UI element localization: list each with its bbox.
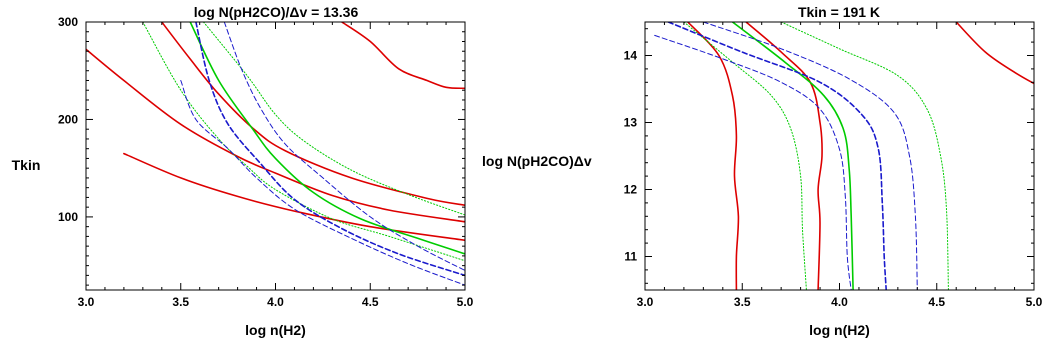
contour-line-4 bbox=[731, 22, 854, 290]
right-panel: 3.0 3.5 4.0 4.5 5.0 11 12 13 14 Tkin = 191 K log n… bbox=[482, 4, 1043, 338]
y-tick-label: 100 bbox=[58, 210, 78, 224]
x-tick-label: 5.0 bbox=[457, 295, 474, 309]
x-tick-label: 3.0 bbox=[637, 295, 654, 309]
contour-line-6 bbox=[142, 22, 465, 262]
contour-line-2 bbox=[745, 22, 823, 290]
x-tick-label: 4.5 bbox=[928, 295, 945, 309]
contour-line-8 bbox=[654, 34, 852, 290]
y-axis-label: log N(pH2CO)Δv bbox=[482, 153, 592, 169]
contour-line-7 bbox=[667, 22, 887, 290]
y-axis-label: Tkin bbox=[12, 157, 41, 173]
x-tick-label: 4.5 bbox=[362, 295, 379, 309]
y-tick-label: 13 bbox=[624, 116, 638, 130]
x-tick-label: 3.0 bbox=[78, 295, 95, 309]
y-tick-label: 14 bbox=[624, 49, 638, 63]
chart-title: Tkin = 191 K bbox=[798, 4, 880, 20]
x-tick-label: 4.0 bbox=[267, 295, 284, 309]
chart-title: log N(pH2CO)/Δv = 13.36 bbox=[194, 4, 359, 20]
curves bbox=[654, 22, 1034, 290]
contour-line-10 bbox=[223, 22, 465, 271]
x-axis-label: log n(H2) bbox=[809, 322, 870, 338]
contour-line-3 bbox=[955, 22, 1034, 85]
x-tick-label: 3.5 bbox=[734, 295, 751, 309]
left-panel: 3.0 3.5 4.0 4.5 5.0 100 200 300 log N(pH2CO)/Δv … bbox=[12, 4, 474, 338]
contour-line-2 bbox=[123, 152, 465, 242]
contour-line-5 bbox=[189, 22, 465, 255]
plot-frame bbox=[644, 21, 1035, 291]
y-tick-label: 300 bbox=[58, 15, 78, 29]
contour-line-1 bbox=[86, 48, 465, 223]
contour-line-4 bbox=[341, 22, 465, 90]
contour-line-5 bbox=[683, 22, 807, 290]
contour-line-8 bbox=[195, 22, 465, 277]
x-tick-label: 3.5 bbox=[172, 295, 189, 309]
contour-line-9 bbox=[180, 80, 465, 286]
y-tick-label: 11 bbox=[624, 250, 637, 264]
x-tick-label: 5.0 bbox=[1026, 295, 1043, 309]
x-tick-label: 4.0 bbox=[831, 295, 848, 309]
contour-line-3 bbox=[161, 22, 465, 206]
y-tick-label: 200 bbox=[58, 112, 78, 126]
x-axis-label: log n(H2) bbox=[245, 322, 306, 338]
y-tick-label: 12 bbox=[624, 183, 638, 197]
plot-frame bbox=[85, 21, 466, 291]
curves bbox=[86, 22, 465, 286]
contour-line-6 bbox=[780, 22, 949, 290]
contour-line-1 bbox=[687, 22, 740, 290]
contour-line-9 bbox=[702, 22, 918, 290]
